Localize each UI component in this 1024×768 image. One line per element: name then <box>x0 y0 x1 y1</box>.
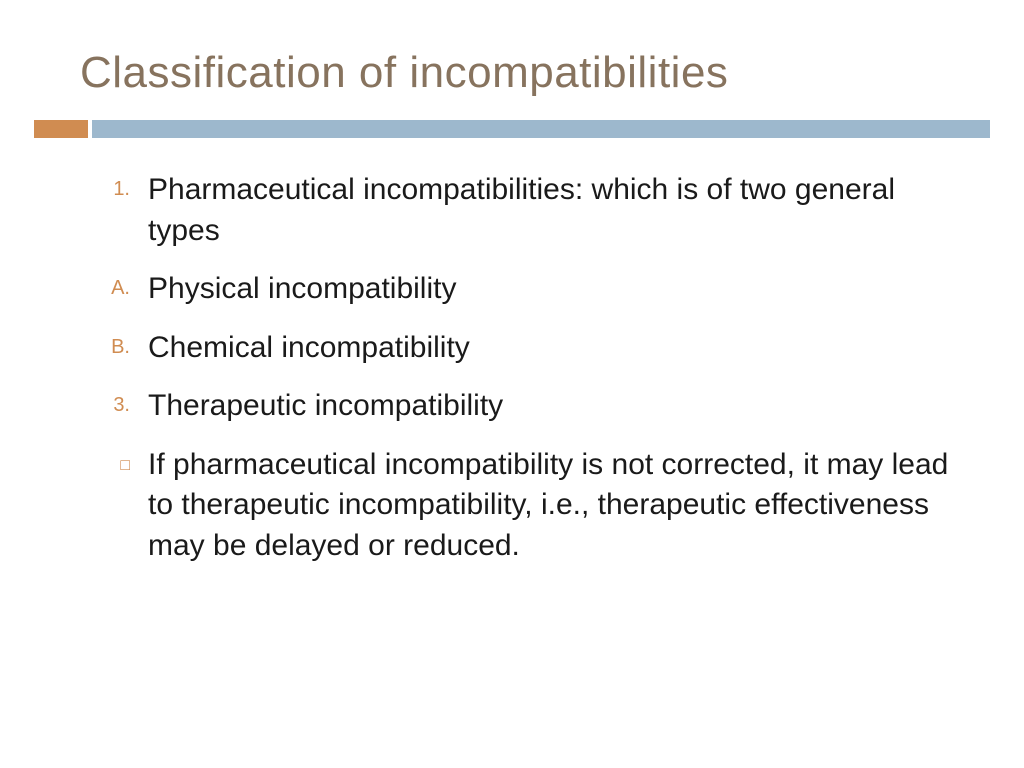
title-rule-bar <box>92 120 990 138</box>
list-text: Physical incompatibility <box>148 269 964 310</box>
list-text: Chemical incompatibility <box>148 328 964 369</box>
list-item: B. Chemical incompatibility <box>100 328 964 369</box>
bullet-square-icon: □ <box>100 445 148 477</box>
list-marker: 1. <box>100 170 148 203</box>
list-text: Pharmaceutical incompatibilities: which … <box>148 170 964 251</box>
title-rule <box>0 120 1024 138</box>
list-marker: A. <box>100 269 148 302</box>
list-text: Therapeutic incompatibility <box>148 386 964 427</box>
list-item: □ If pharmaceutical incompatibility is n… <box>100 445 964 567</box>
slide: Classification of incompatibilities 1. P… <box>0 0 1024 768</box>
list-item: 1. Pharmaceutical incompatibilities: whi… <box>100 170 964 251</box>
list-text: If pharmaceutical incompatibility is not… <box>148 445 964 567</box>
list-marker: B. <box>100 328 148 361</box>
list-item: A. Physical incompatibility <box>100 269 964 310</box>
list-marker: 3. <box>100 386 148 419</box>
title-rule-accent <box>34 120 88 138</box>
slide-body: 1. Pharmaceutical incompatibilities: whi… <box>100 170 964 584</box>
slide-title: Classification of incompatibilities <box>80 48 728 98</box>
list-item: 3. Therapeutic incompatibility <box>100 386 964 427</box>
